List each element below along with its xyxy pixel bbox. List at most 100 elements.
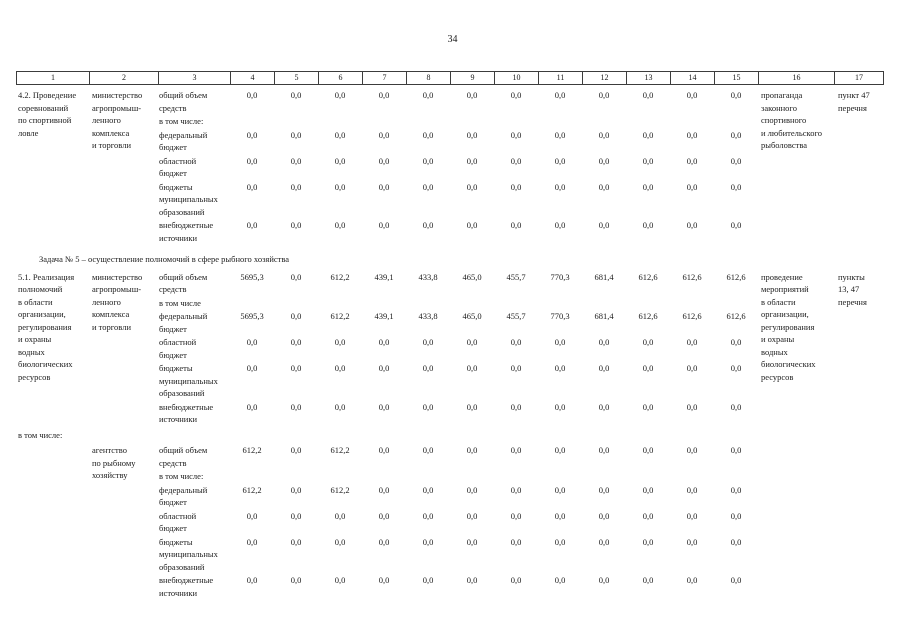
value-cell: 0,0	[246, 181, 258, 192]
value-cell: 0,0	[246, 129, 258, 140]
value-cell: 0,0	[554, 510, 566, 521]
value-cell: 612,6	[638, 311, 658, 321]
value-cell: 0,0	[466, 445, 478, 455]
value-cell: 0,0	[554, 401, 566, 412]
value-cell: 0,0	[554, 445, 566, 455]
value-cell: 0,0	[466, 181, 478, 192]
funding-label: областной бюджет	[159, 337, 197, 360]
value-cell: 0,0	[686, 155, 698, 166]
funding-subrows: общий объем средств 0,0 0,0 0,0 0,0 0,0 0,0 0,…	[158, 89, 758, 245]
value-cell: 0,0	[334, 536, 346, 547]
funding-values: 5695,3 0,0 612,2 439,1 433,8 465,0 455,7 770,3 6…	[230, 310, 758, 323]
value-cell: 0,0	[642, 445, 654, 455]
value-cell: 439,1	[374, 311, 394, 321]
value-cell: 0,0	[730, 510, 742, 521]
table-row-5-1: 5.1. Реализация полномочий в области орг…	[16, 271, 884, 427]
value-cell: 0,0	[334, 90, 346, 100]
value-cell: 0,0	[510, 445, 522, 455]
value-cell: 0,0	[422, 337, 434, 347]
funding-values: 0,0 0,0 0,0 0,0 0,0 0,0 0,0 0,0 0,0 0,0 0,0 0,0	[230, 362, 758, 375]
value-cell: 0,0	[730, 536, 742, 547]
executor-cell: министерство агропромыш- ленного комплек…	[92, 271, 143, 332]
value-cell: 0,0	[246, 363, 258, 373]
value-cell: 0,0	[686, 129, 698, 140]
column-number-cell: 6	[319, 72, 363, 84]
funding-label: федеральный бюджет	[159, 129, 208, 153]
value-cell: 0,0	[642, 536, 654, 547]
value-cell: 0,0	[378, 575, 390, 585]
funding-values: 5695,3 0,0 612,2 439,1 433,8 465,0 455,7 770,3 6…	[230, 271, 758, 284]
value-cell: 0,0	[510, 155, 522, 166]
value-cell: 0,0	[510, 181, 522, 192]
value-cell: 0,0	[422, 536, 434, 547]
value-cell: 612,2	[330, 271, 350, 282]
value-cell: 0,0	[642, 129, 654, 140]
activity-cell: 5.1. Реализация полномочий в области орг…	[18, 271, 75, 382]
value-cell: 0,0	[686, 220, 698, 230]
value-cell: 0,0	[290, 445, 302, 455]
value-cell: 0,0	[422, 363, 434, 373]
task-heading: Задача № 5 – осуществление полномочий в …	[39, 254, 290, 264]
value-cell: 612,2	[242, 484, 262, 495]
value-cell: 770,3	[550, 311, 570, 321]
value-cell: 0,0	[466, 337, 478, 347]
value-cell: 0,0	[466, 536, 478, 547]
value-cell: 0,0	[554, 129, 566, 140]
value-cell: 0,0	[730, 484, 742, 495]
value-cell: 0,0	[730, 129, 742, 140]
funding-row-municipal: бюджеты муниципальных образований 0,0 0,0…	[158, 181, 758, 219]
value-cell: 0,0	[554, 90, 566, 100]
value-cell: 0,0	[246, 536, 258, 547]
value-cell: 0,0	[422, 220, 434, 230]
funding-row-federal: федеральный бюджет 5695,3 0,0 612,2 439,1 43…	[158, 310, 758, 335]
funding-row-municipal: бюджеты муниципальных образований 0,0 0,0…	[158, 536, 758, 574]
funding-values: 0,0 0,0 0,0 0,0 0,0 0,0 0,0 0,0 0,0 0,0 0,0 0,0	[230, 510, 758, 523]
table-row-4-2: 4.2. Проведение соревнований по спортивн…	[16, 89, 884, 245]
value-cell: 439,1	[374, 271, 394, 282]
value-cell: 0,0	[290, 181, 302, 192]
value-cell: 0,0	[378, 129, 390, 140]
value-cell: 0,0	[598, 510, 610, 521]
value-cell: 0,0	[642, 90, 654, 100]
value-cell: 0,0	[378, 337, 390, 347]
value-cell: 0,0	[378, 155, 390, 166]
value-cell: 0,0	[554, 536, 566, 547]
value-cell: 0,0	[686, 536, 698, 547]
value-cell: 0,0	[554, 337, 566, 347]
value-cell: 0,0	[422, 510, 434, 521]
value-cell: 0,0	[598, 575, 610, 585]
value-cell: 0,0	[466, 484, 478, 495]
value-cell: 0,0	[422, 401, 434, 412]
funding-values: 0,0 0,0 0,0 0,0 0,0 0,0 0,0 0,0 0,0 0,0 0,0 0,0	[230, 574, 758, 587]
value-cell: 0,0	[466, 510, 478, 521]
value-cell: 0,0	[422, 484, 434, 495]
value-cell: 0,0	[246, 155, 258, 166]
value-cell: 0,0	[466, 129, 478, 140]
value-cell: 0,0	[290, 337, 302, 347]
value-cell: 0,0	[730, 445, 742, 455]
column-number-cell: 3	[159, 72, 231, 84]
value-cell: 0,0	[598, 363, 610, 373]
value-cell: 0,0	[422, 129, 434, 140]
value-cell: 0,0	[334, 401, 346, 412]
column-number-cell: 2	[90, 72, 159, 84]
funding-label: бюджеты муниципальных образований	[159, 363, 218, 398]
value-cell: 0,0	[290, 484, 302, 495]
value-cell: 0,0	[642, 510, 654, 521]
funding-values: 0,0 0,0 0,0 0,0 0,0 0,0 0,0 0,0 0,0 0,0 0,0 0,0	[230, 401, 758, 414]
funding-values: 0,0 0,0 0,0 0,0 0,0 0,0 0,0 0,0 0,0 0,0 0,0 0,0	[230, 219, 758, 232]
value-cell: 0,0	[730, 90, 742, 100]
funding-label: областной бюджет	[159, 155, 197, 179]
value-cell: 0,0	[642, 220, 654, 230]
value-cell: 0,0	[378, 510, 390, 521]
value-cell: 0,0	[642, 363, 654, 373]
funding-values: 0,0 0,0 0,0 0,0 0,0 0,0 0,0 0,0 0,0 0,0 0,0 0,0	[230, 536, 758, 549]
funding-label: федеральный бюджет	[159, 311, 208, 334]
column-number-cell: 7	[363, 72, 407, 84]
column-number-cell: 11	[539, 72, 583, 84]
value-cell: 0,0	[598, 401, 610, 412]
value-cell: 0,0	[334, 129, 346, 140]
value-cell: 0,0	[510, 129, 522, 140]
value-cell: 0,0	[686, 484, 698, 495]
funding-values: 0,0 0,0 0,0 0,0 0,0 0,0 0,0 0,0 0,0 0,0 0,0 0,0	[230, 129, 758, 142]
